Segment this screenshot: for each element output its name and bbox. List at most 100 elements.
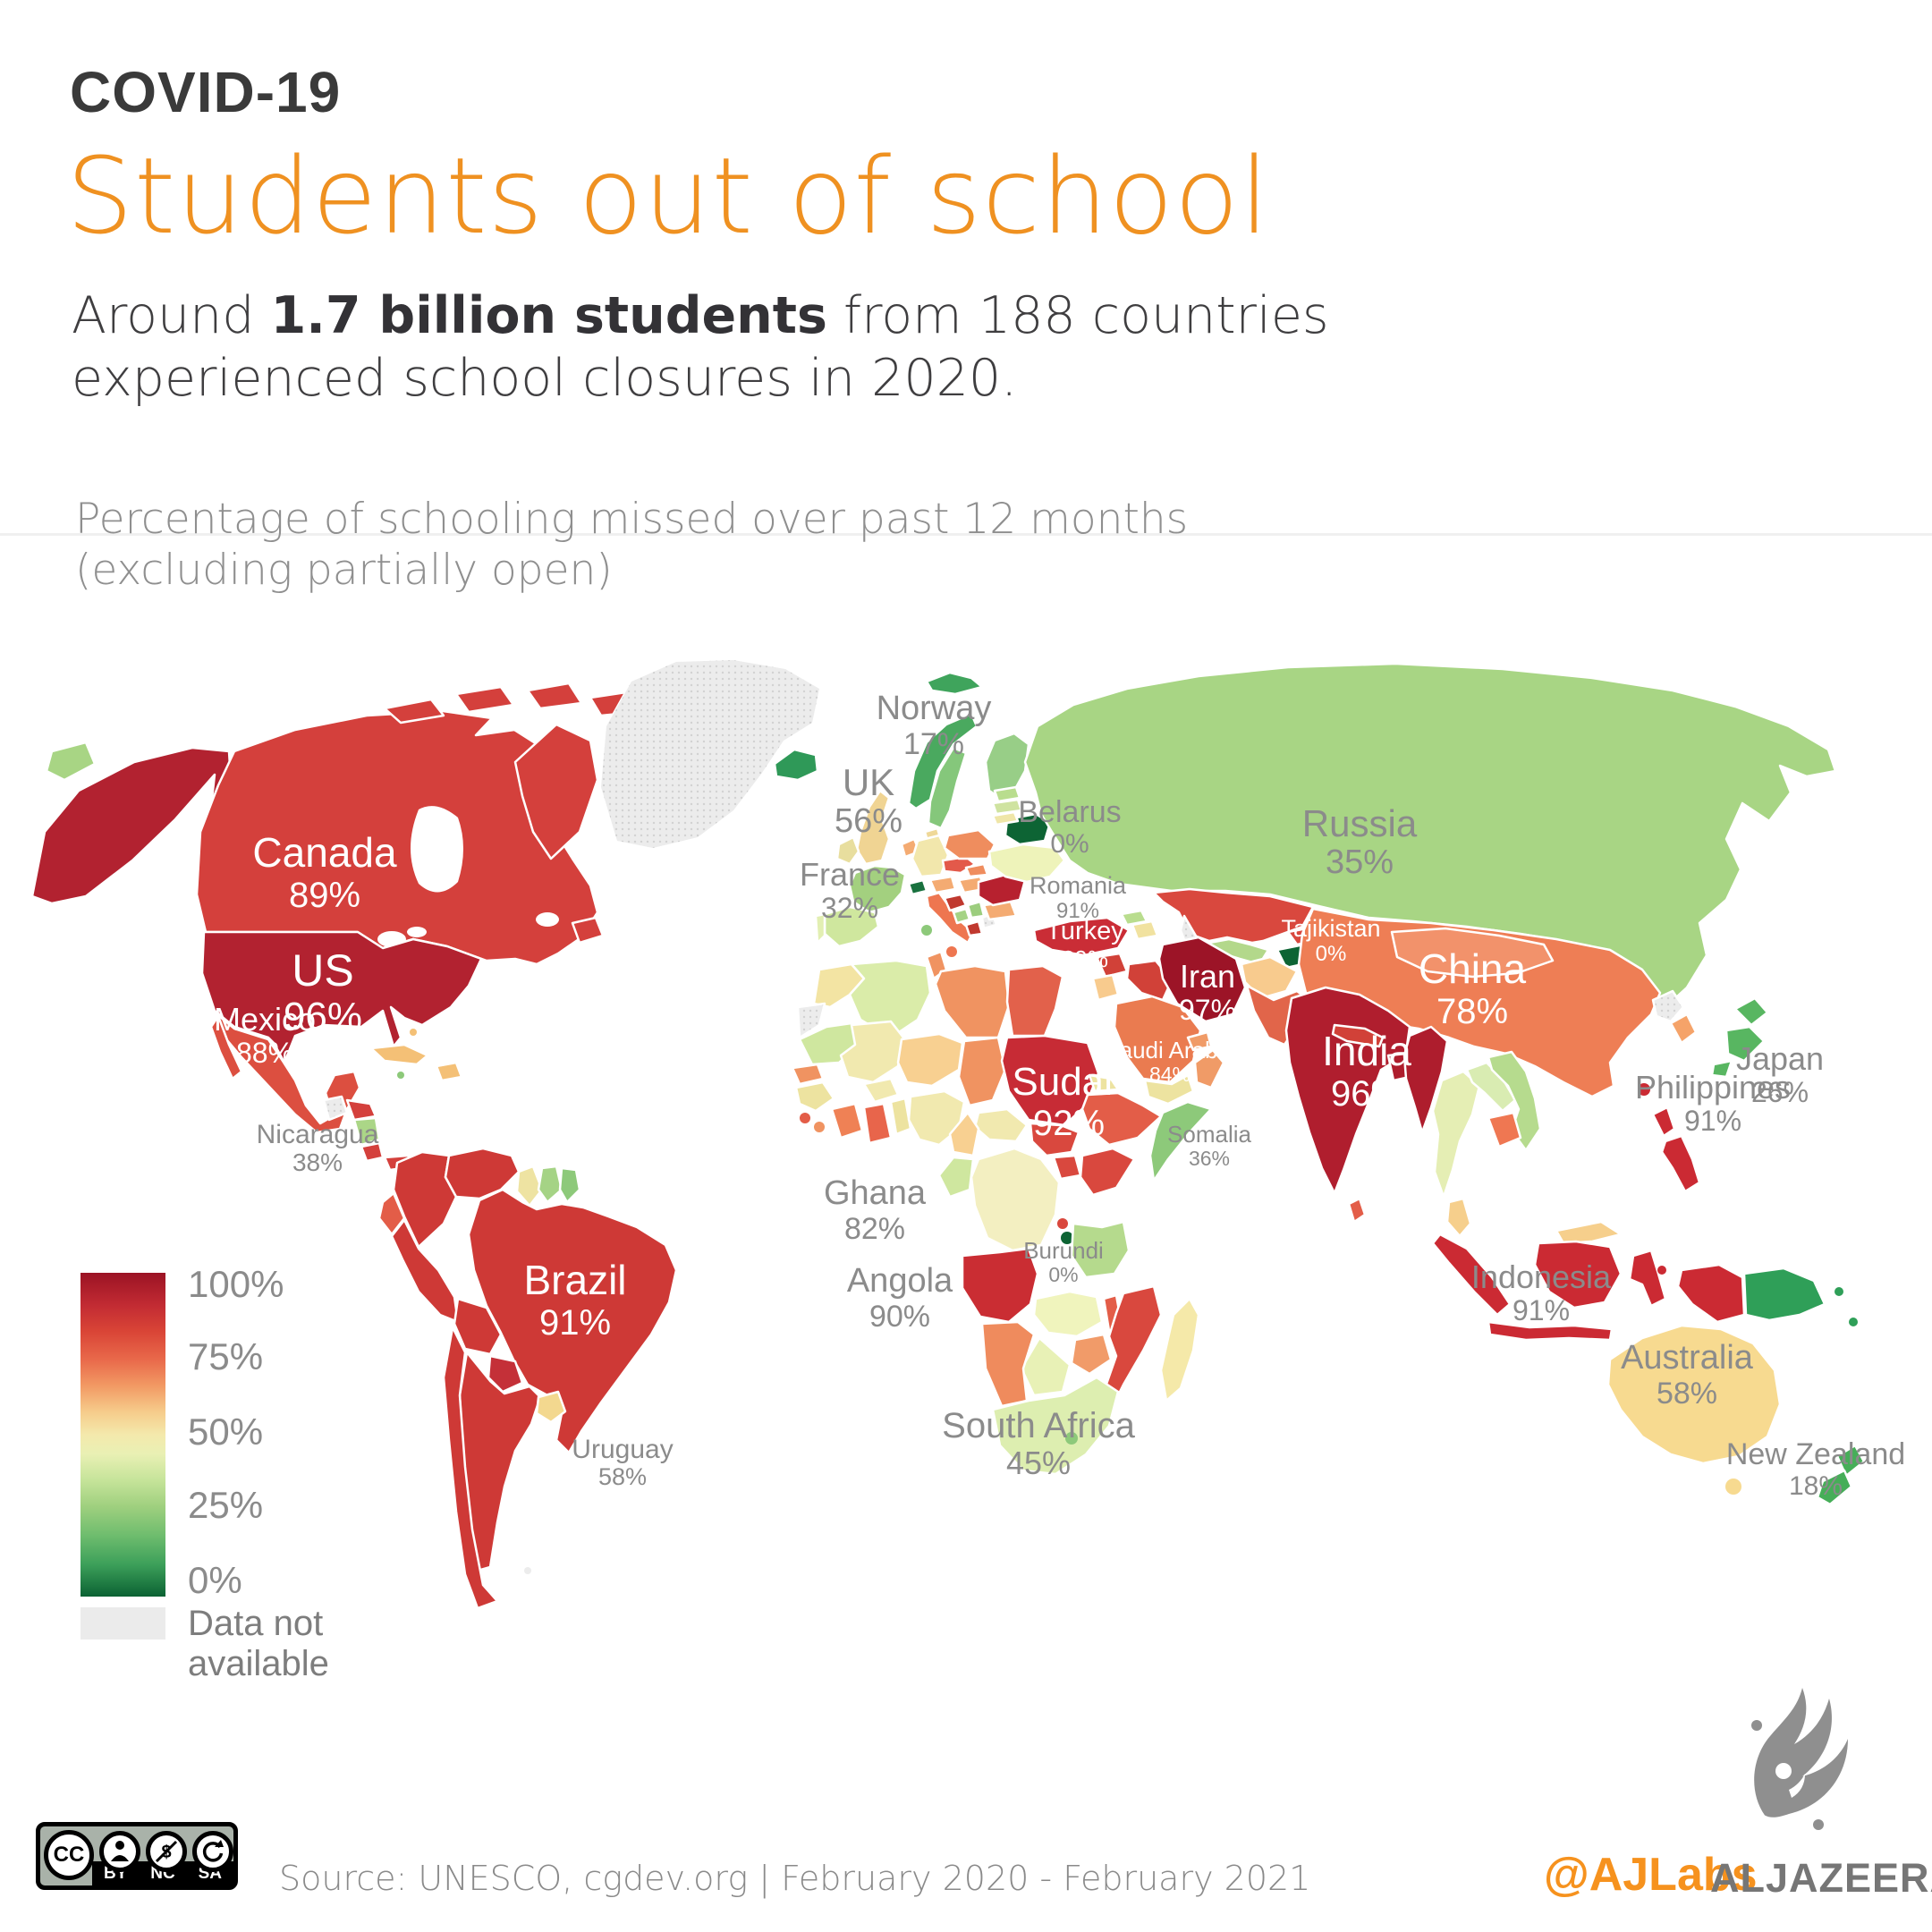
country-vanuatu: [1849, 1318, 1858, 1326]
country-portugal: [814, 912, 826, 945]
country-nepal: [1331, 1023, 1385, 1048]
canada-newfoundland: [571, 916, 605, 945]
canada-arctic-island-3: [526, 682, 583, 710]
country-sicily: [946, 946, 957, 957]
country-austria: [928, 875, 957, 894]
country-poland: [943, 828, 996, 860]
country-label-philippines: Philippines 91%: [1634, 1069, 1792, 1137]
country-mongolia: [1390, 927, 1555, 979]
country-label-japan: Japan 26%: [1735, 1040, 1825, 1108]
country-guinea: [794, 1080, 835, 1113]
country-libya: [934, 964, 1011, 1039]
country-south-korea: [1669, 1013, 1698, 1045]
country-ecuador: [377, 1191, 406, 1236]
country-indonesia-papua: [1676, 1263, 1746, 1324]
country-label-russia: Russia 35%: [1301, 802, 1418, 882]
country-peru: [390, 1218, 460, 1324]
legend-tick-100: 100%: [188, 1263, 284, 1305]
country-ukraine: [987, 843, 1066, 884]
legend-tick-25: 25%: [188, 1484, 264, 1526]
canada-arctic-island-2: [454, 685, 515, 714]
mexico-baja: [209, 1014, 243, 1080]
country-ghana: [862, 1102, 893, 1145]
legend-tick-0: 0%: [188, 1559, 242, 1601]
country-indonesia-java: [1487, 1320, 1614, 1342]
ajlabs-credit: @AJLabs: [1544, 1849, 1758, 1901]
country-australia: [1606, 1324, 1782, 1465]
map-description: Percentage of schooling missed over past…: [75, 494, 1188, 597]
nc-dollar-icon: $: [146, 1831, 187, 1872]
country-cameroon: [948, 1111, 980, 1157]
country-venezuela: [444, 1147, 521, 1200]
country-japan-kyushu: [1710, 1059, 1733, 1079]
description-line1: Percentage of schooling missed over past…: [75, 495, 1189, 544]
country-norway: [907, 712, 979, 810]
country-malaysia-peninsula: [1445, 1197, 1472, 1238]
country-iceland: [773, 748, 819, 782]
country-paraguay: [487, 1354, 524, 1394]
country-label-saudi-arabia: Saudi Arabia 84%: [1104, 1037, 1236, 1086]
country-label-south-africa: South Africa 45%: [942, 1406, 1135, 1481]
country-sri-lanka: [1347, 1197, 1367, 1224]
country-mexico: [213, 1011, 361, 1134]
country-burkina: [862, 1077, 900, 1104]
country-label-sudan: Sudan 92%: [1012, 1060, 1126, 1144]
subtitle-line2: experienced school closures in 2020.: [72, 349, 1018, 409]
country-label-belarus: Belarus 0%: [1018, 795, 1122, 860]
country-egypt: [1005, 964, 1064, 1038]
country-cambodia: [1487, 1111, 1522, 1148]
country-bolivia: [453, 1297, 503, 1356]
country-indonesia-kalimantan: [1533, 1240, 1623, 1309]
hudson-bay: [411, 806, 463, 893]
country-lesotho: [1065, 1432, 1078, 1445]
country-niger: [896, 1032, 964, 1088]
country-costa-rica: [360, 1141, 385, 1163]
country-liberia: [814, 1122, 825, 1132]
country-french-guiana: [558, 1166, 581, 1204]
by-person-icon: [99, 1831, 140, 1872]
aljazeera-logo-icon: [1751, 1688, 1848, 1830]
cc-license-badge: BY NC SA CC $: [36, 1822, 238, 1890]
country-bahamas: [410, 1029, 417, 1036]
source-text: Source: UNESCO, cgdev.org | February 202…: [279, 1859, 1311, 1898]
country-somalia: [1148, 1100, 1213, 1182]
subtitle-post: from 188 countries: [826, 286, 1329, 345]
aljazeera-wordmark: ALJAZEERA: [1710, 1855, 1932, 1901]
country-philippines-luzon: [1651, 1106, 1676, 1138]
country-guatemala: [322, 1095, 349, 1122]
country-philippines-mindanao: [1660, 1134, 1701, 1193]
legend-tick-75: 75%: [188, 1335, 264, 1377]
country-italy: [925, 891, 975, 945]
country-sardinia: [921, 925, 932, 936]
country-chad: [957, 1036, 1007, 1107]
country-chile: [442, 1326, 499, 1610]
country-france: [848, 864, 907, 914]
country-senegal: [791, 1063, 825, 1086]
country-label-brazil: Brazil 91%: [523, 1257, 627, 1343]
country-south-africa: [991, 1376, 1120, 1476]
country-indonesia-maluku: [1657, 1266, 1666, 1275]
country-label-romania: Romania 91%: [1029, 872, 1127, 923]
country-croatia: [943, 893, 968, 912]
country-taiwan: [1638, 1083, 1650, 1096]
country-vietnam: [1487, 1050, 1542, 1152]
country-laos: [1465, 1061, 1517, 1113]
country-indonesia-sulawesi: [1628, 1249, 1667, 1308]
country-indonesia-sumatra: [1431, 1233, 1512, 1317]
country-jamaica: [397, 1072, 404, 1079]
country-guyana: [515, 1165, 544, 1208]
country-drc: [970, 1147, 1061, 1252]
country-japan-hokkaido: [1733, 996, 1769, 1027]
great-lakes-2: [407, 927, 427, 937]
subtitle: Around 1.7 billion students from 188 cou…: [72, 284, 1329, 410]
page-title: Students out of school: [66, 134, 1270, 258]
country-south-sudan: [1029, 1122, 1080, 1157]
country-label-ghana: Ghana 82%: [823, 1174, 927, 1246]
country-uruguay: [535, 1390, 567, 1424]
country-solomon: [1835, 1287, 1843, 1296]
description-line2: (excluding partially open): [75, 546, 613, 596]
country-papua-new-guinea: [1742, 1267, 1826, 1322]
country-nicaragua: [352, 1116, 381, 1147]
country-ireland: [835, 835, 860, 866]
